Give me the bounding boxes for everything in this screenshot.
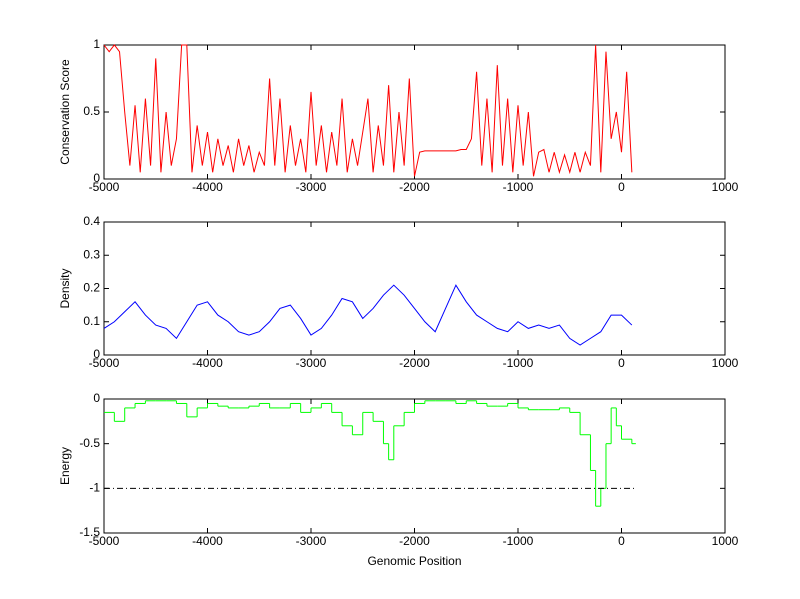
y-axis-label: Density [58, 268, 72, 308]
x-tick-label: -4000 [192, 534, 223, 548]
x-tick-label: -5000 [89, 356, 120, 370]
y-tick-label: 1 [93, 37, 100, 51]
y-tick-label: 0.5 [83, 104, 100, 118]
x-tick-label: 1000 [712, 534, 739, 548]
x-tick-label: -3000 [296, 180, 327, 194]
x-tick-label: -5000 [89, 534, 120, 548]
x-tick-label: 0 [618, 356, 625, 370]
x-tick-label: 1000 [712, 180, 739, 194]
x-axis-label: Genomic Position [367, 554, 461, 568]
x-tick-label: 0 [618, 180, 625, 194]
x-tick-label: -3000 [296, 534, 327, 548]
x-tick-label: -2000 [399, 180, 430, 194]
axes-box [103, 398, 726, 534]
y-tick-label: 0 [93, 347, 100, 361]
x-tick-label: 1000 [712, 356, 739, 370]
axes-box [103, 44, 726, 180]
series-line [103, 44, 633, 177]
x-tick-label: -1000 [503, 356, 534, 370]
x-tick-label: -2000 [399, 534, 430, 548]
x-tick-label: 0 [618, 534, 625, 548]
y-tick-label: 0 [93, 391, 100, 405]
x-tick-label: -4000 [192, 356, 223, 370]
x-tick-label: -4000 [192, 180, 223, 194]
x-tick-label: -3000 [296, 356, 327, 370]
x-tick-label: -1000 [503, 534, 534, 548]
y-tick-label: 0.2 [83, 281, 100, 295]
y-tick-label: -1.5 [79, 525, 100, 539]
y-tick-label: 0 [93, 171, 100, 185]
y-tick-label: 0.3 [83, 247, 100, 261]
y-tick-label: 0.4 [83, 214, 100, 228]
x-tick-label: -5000 [89, 180, 120, 194]
axes-box [103, 221, 726, 356]
y-axis-label: Energy [58, 447, 72, 485]
y-tick-label: -1 [89, 481, 100, 495]
x-tick-label: -2000 [399, 356, 430, 370]
x-tick-label: -1000 [503, 180, 534, 194]
y-tick-label: -0.5 [79, 436, 100, 450]
series-line [103, 284, 633, 346]
y-axis-label: Conservation Score [58, 59, 72, 165]
y-tick-label: 0.1 [83, 314, 100, 328]
